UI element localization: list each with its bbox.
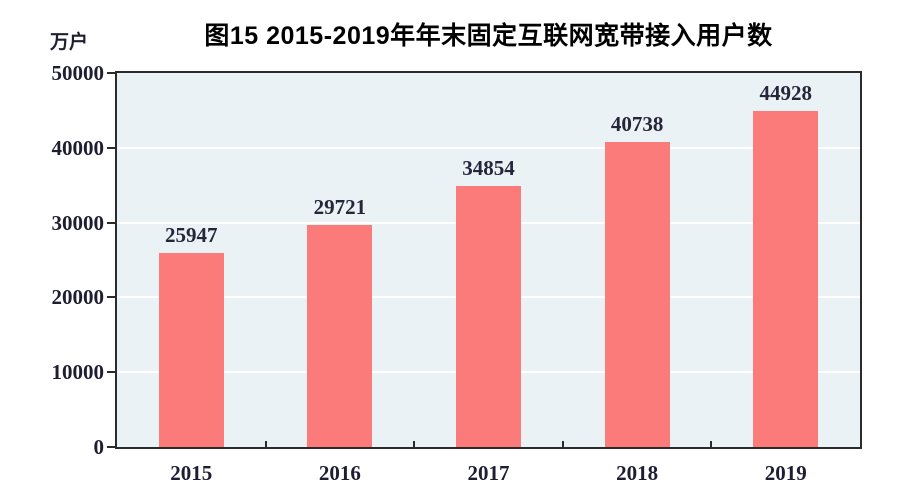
y-axis-tick	[107, 221, 116, 224]
x-axis-tick	[264, 441, 267, 447]
y-tick-label: 40000	[51, 135, 105, 160]
y-tick-label: 30000	[51, 210, 105, 235]
y-axis-unit-label: 万户	[50, 32, 89, 53]
x-tick-label: 2018	[616, 461, 659, 485]
y-axis-tick	[107, 146, 116, 149]
x-tick-label: 2016	[318, 461, 361, 485]
bar-value-label: 25947	[165, 222, 218, 247]
bar	[604, 142, 670, 447]
bar-value-label: 44928	[759, 80, 812, 105]
plot-area	[115, 71, 862, 449]
bar-value-label: 34854	[462, 156, 515, 181]
bar	[307, 224, 373, 447]
bar	[456, 186, 521, 447]
x-axis-tick	[710, 441, 713, 447]
y-tick-label: 0	[93, 435, 105, 459]
y-tick-label: 10000	[51, 360, 105, 385]
x-tick-label: 2019	[764, 461, 807, 485]
x-tick-label: 2017	[467, 461, 510, 485]
y-axis-tick	[107, 72, 116, 74]
bar	[753, 110, 819, 447]
y-axis-tick	[107, 371, 116, 374]
bar-value-label: 40738	[610, 112, 664, 137]
y-tick-label: 20000	[51, 285, 105, 310]
horizontal-gridline	[117, 146, 860, 149]
y-axis-tick	[107, 446, 116, 448]
bar	[158, 252, 224, 447]
x-axis-tick	[413, 441, 416, 447]
y-axis-tick	[107, 296, 116, 299]
y-tick-label: 50000	[51, 61, 105, 85]
bar-value-label: 29721	[313, 194, 367, 219]
x-tick-label: 2015	[170, 461, 213, 485]
x-axis-tick	[561, 441, 564, 447]
chart-title: 图15 2015-2019年年末固定互联网宽带接入用户数	[204, 22, 773, 50]
